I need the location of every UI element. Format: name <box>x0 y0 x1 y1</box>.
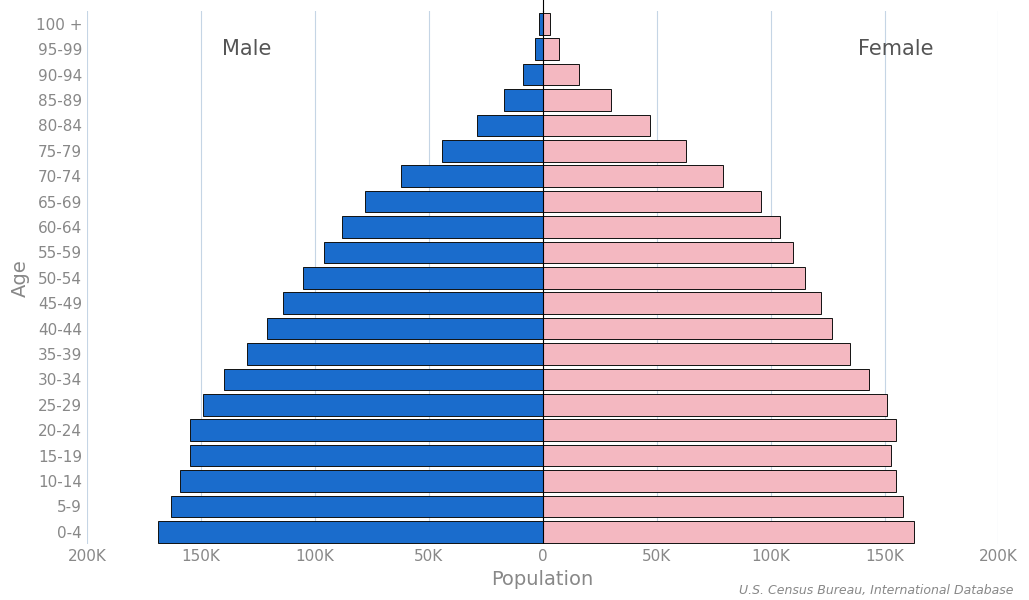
Bar <box>324 242 542 263</box>
Bar <box>542 140 686 161</box>
Bar <box>542 89 611 111</box>
Bar <box>542 166 722 187</box>
Bar <box>542 292 821 314</box>
X-axis label: Population: Population <box>492 570 594 589</box>
Bar <box>539 13 542 35</box>
Bar <box>189 419 542 441</box>
Bar <box>542 64 579 85</box>
Bar <box>542 445 891 466</box>
Bar <box>542 13 551 35</box>
Bar <box>247 343 542 365</box>
Text: Female: Female <box>858 39 933 59</box>
Bar <box>542 343 850 365</box>
Bar <box>542 115 650 136</box>
Bar <box>542 216 780 238</box>
Bar <box>268 318 542 340</box>
Bar <box>542 267 805 289</box>
Bar <box>542 318 832 340</box>
Bar <box>401 166 542 187</box>
Bar <box>542 38 559 60</box>
Bar <box>204 394 542 416</box>
Bar <box>442 140 542 161</box>
Bar <box>343 216 542 238</box>
Bar <box>542 419 896 441</box>
Bar <box>542 521 914 542</box>
Bar <box>189 445 542 466</box>
Bar <box>283 292 542 314</box>
Bar <box>180 470 542 492</box>
Bar <box>524 64 542 85</box>
Bar <box>223 368 542 390</box>
Bar <box>535 38 542 60</box>
Text: U.S. Census Bureau, International Database: U.S. Census Bureau, International Databa… <box>739 584 1014 597</box>
Bar <box>157 521 542 542</box>
Bar <box>476 115 542 136</box>
Y-axis label: Age: Age <box>11 259 30 296</box>
Bar <box>172 496 542 517</box>
Bar <box>542 368 868 390</box>
Bar <box>542 394 887 416</box>
Text: Male: Male <box>222 39 272 59</box>
Bar <box>542 470 896 492</box>
Bar <box>365 191 542 212</box>
Bar <box>542 191 761 212</box>
Bar <box>504 89 542 111</box>
Bar <box>542 496 902 517</box>
Bar <box>304 267 542 289</box>
Bar <box>542 242 793 263</box>
